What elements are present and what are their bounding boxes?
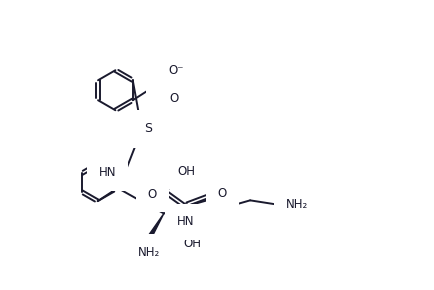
Text: O: O: [218, 187, 227, 200]
Polygon shape: [148, 213, 164, 238]
Text: S: S: [144, 122, 152, 135]
Text: NH₂: NH₂: [138, 246, 160, 259]
Text: OH: OH: [184, 237, 201, 249]
Text: NH₂: NH₂: [286, 198, 308, 211]
Text: O: O: [148, 188, 157, 201]
Text: OH: OH: [177, 165, 195, 177]
Text: HN: HN: [177, 215, 195, 229]
Text: N⁺: N⁺: [158, 79, 174, 92]
Text: HN: HN: [99, 166, 116, 179]
Text: O⁻: O⁻: [168, 64, 184, 77]
Text: O: O: [170, 92, 179, 105]
